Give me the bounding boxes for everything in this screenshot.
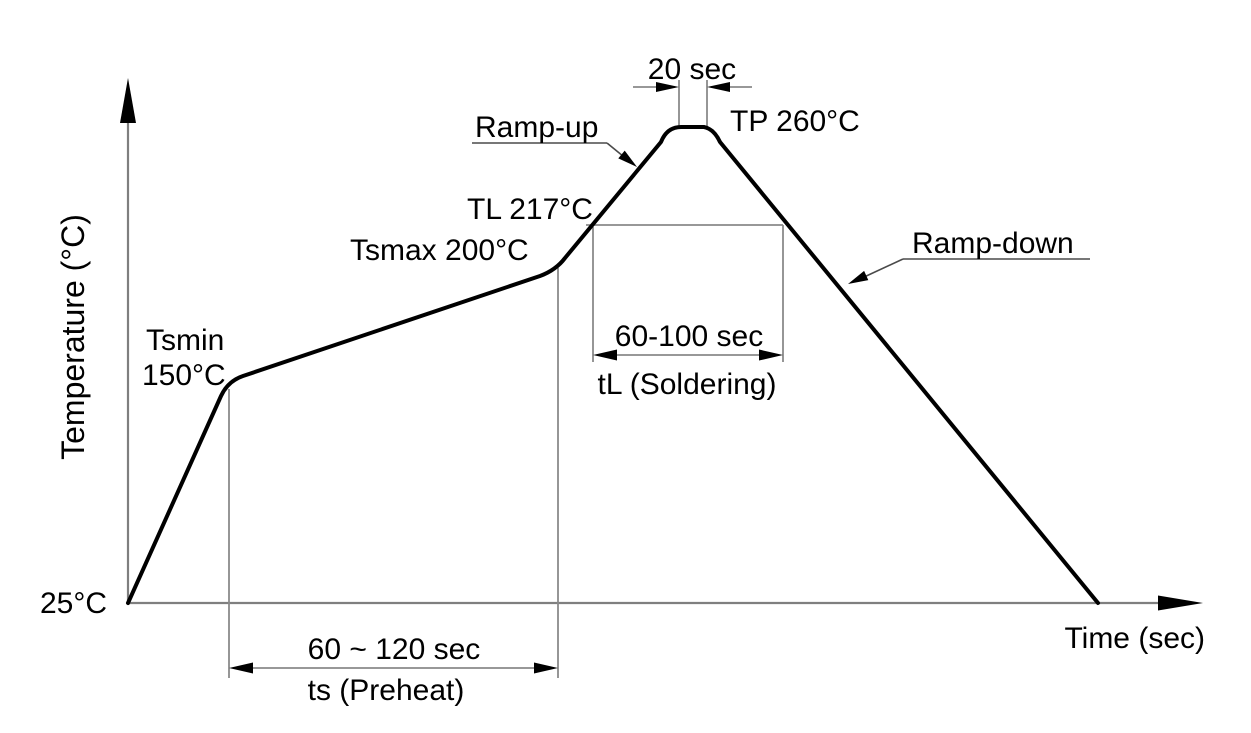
- point-labels: Tsmin 150°C Tsmax 200°C TL 217°C TP 260°…: [142, 105, 860, 392]
- ramp-up-callout: Ramp-up: [472, 111, 637, 167]
- tsmax-label: Tsmax 200°C: [350, 234, 529, 267]
- temperature-profile-curve: [126, 125, 1100, 605]
- ramp-up-arrow-icon: [618, 150, 637, 167]
- tl-label: TL 217°C: [467, 193, 593, 226]
- ramp-down-label: Ramp-down: [912, 227, 1074, 260]
- x-axis-arrow-icon: [1158, 595, 1203, 611]
- peak-left-arrow-icon: [656, 82, 679, 92]
- peak-duration-label: 20 sec: [648, 53, 736, 86]
- soldering-duration-label: 60-100 sec: [615, 320, 763, 353]
- preheat-duration-label: 60 ~ 120 sec: [308, 633, 481, 666]
- preheat-left-arrow-icon: [229, 662, 253, 674]
- axes: Temperature (°C) Time (sec) 25°C: [40, 78, 1205, 655]
- preheat-name-label: ts (Preheat): [308, 674, 465, 707]
- tp-label: TP 260°C: [730, 105, 860, 138]
- peak-dimension: 20 sec: [633, 53, 752, 126]
- ramp-down-callout: Ramp-down: [848, 227, 1090, 284]
- y-axis-arrow-icon: [120, 78, 136, 123]
- peak-right-arrow-icon: [707, 82, 730, 92]
- soldering-name-label: tL (Soldering): [598, 368, 777, 401]
- ramp-down-arrow-icon: [848, 270, 869, 284]
- ramp-up-label: Ramp-up: [475, 111, 598, 144]
- tsmin-name-label: Tsmin: [146, 324, 224, 357]
- soldering-dimension: 60-100 sec tL (Soldering): [586, 224, 784, 401]
- soldering-right-arrow-icon: [759, 349, 783, 361]
- tsmin-value-label: 150°C: [142, 359, 226, 392]
- origin-temperature-label: 25°C: [40, 587, 107, 620]
- x-axis-label: Time (sec): [1064, 622, 1205, 655]
- preheat-dimension: 60 ~ 120 sec ts (Preheat): [228, 268, 559, 707]
- soldering-left-arrow-icon: [593, 349, 617, 361]
- preheat-right-arrow-icon: [534, 662, 558, 674]
- ramp-down-leader-line: [861, 258, 904, 279]
- y-axis-label: Temperature (°C): [55, 214, 91, 460]
